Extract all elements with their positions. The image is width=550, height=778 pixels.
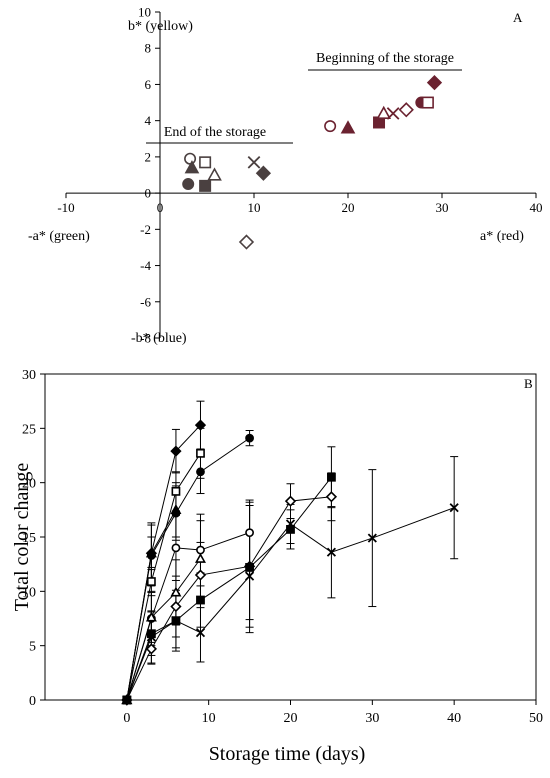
- y-tick-label: -2: [140, 222, 151, 237]
- x-axis-title: Storage time (days): [209, 743, 366, 765]
- y-tick-label: 8: [145, 41, 152, 56]
- data-point-beginning-triangle-open: [376, 105, 392, 120]
- data-point-square-filled: [286, 524, 295, 534]
- x-tick-label: 20: [342, 200, 355, 215]
- panel-b-label: B: [524, 376, 533, 391]
- series-line-square-filled: [126, 476, 332, 701]
- y-tick-label: -4: [140, 258, 151, 273]
- x-tick-label: 30: [436, 200, 449, 215]
- panel-b: B Storage time (days) Total color change…: [11, 368, 543, 765]
- data-point-cross: [146, 632, 156, 642]
- axis-label-green: -a* (green): [28, 229, 90, 244]
- data-point-beginning-diamond-open: [398, 102, 414, 118]
- axis-label-red: a* (red): [480, 229, 524, 244]
- data-point-cross: [171, 616, 181, 626]
- data-point-diamond-open: [170, 600, 182, 613]
- x-tick-label: 40: [530, 200, 543, 215]
- data-point-beginning-triangle-filled: [340, 120, 356, 134]
- data-point-diamond-filled: [194, 419, 207, 431]
- x-tick-label: 10: [248, 200, 261, 215]
- data-point-beginning-diamond-filled: [426, 75, 443, 91]
- x-tick-label: -10: [57, 200, 74, 215]
- data-point-beginning-circle-open: [324, 120, 337, 133]
- data-point-cross: [195, 628, 206, 638]
- data-point-square-open: [171, 486, 181, 496]
- data-point-diamond-open: [325, 491, 338, 503]
- data-point-end-circle-filled: [182, 178, 195, 191]
- x-tick-label: 0: [123, 711, 130, 726]
- data-point-diamond-filled: [170, 445, 182, 457]
- data-point-square-open: [146, 577, 156, 586]
- data-point-triangle-open: [194, 552, 206, 563]
- data-point-beginning-square-open: [421, 96, 434, 109]
- y-tick-label: 20: [22, 477, 36, 492]
- data-point-circle-open: [196, 545, 205, 555]
- data-point-cross: [326, 547, 337, 557]
- axis-label-yellow: b* (yellow): [128, 19, 193, 34]
- x-tick-label: 40: [447, 711, 461, 726]
- x-tick-label: 30: [365, 711, 379, 726]
- y-tick-label: 5: [29, 640, 36, 655]
- data-point-triangle-open: [170, 586, 182, 597]
- data-point-end-diamond-filled: [255, 165, 272, 181]
- y-tick-label: 25: [22, 422, 36, 437]
- data-point-circle-filled: [245, 433, 254, 443]
- y-tick-label: 30: [22, 368, 36, 383]
- data-point-triangle-filled: [170, 504, 182, 514]
- y-tick-label: 10: [138, 5, 151, 20]
- data-point-cross: [244, 571, 255, 581]
- data-point-cross: [122, 695, 132, 705]
- series-line-triangle-open: [126, 558, 201, 701]
- x-tick-label: 20: [284, 711, 298, 726]
- data-point-end-square-filled: [199, 179, 212, 192]
- y-tick-label: 15: [22, 531, 36, 546]
- x-tick-label: 50: [529, 711, 543, 726]
- data-point-end-diamond-open: [238, 234, 255, 250]
- series-line-circle-open: [126, 532, 250, 701]
- data-point-cross: [367, 533, 377, 543]
- y-tick-label: 6: [145, 77, 152, 92]
- data-point-triangle-open: [145, 611, 157, 622]
- data-point-diamond-open: [284, 495, 297, 507]
- x-tick-label: 0: [157, 200, 164, 215]
- y-tick-label: -8: [140, 331, 151, 346]
- data-point-end-cross: [247, 155, 261, 169]
- data-point-square-filled: [245, 563, 254, 572]
- data-point-cross: [285, 519, 296, 529]
- y-tick-label: -6: [140, 294, 151, 309]
- annotation-beginning-of-storage: Beginning of the storage: [316, 51, 454, 66]
- data-point-square-filled: [196, 595, 205, 605]
- panel-a: A b* (yellow) -b* (blue) -a* (green) a* …: [28, 5, 543, 347]
- data-point-end-square-open: [199, 156, 212, 169]
- data-point-end-circle-open: [184, 152, 197, 165]
- y-tick-label: 0: [29, 694, 36, 709]
- y-axis-title: Total color change: [11, 463, 33, 612]
- data-point-cross: [449, 503, 459, 513]
- data-point-diamond-open: [194, 569, 207, 581]
- data-point-circle-filled: [196, 467, 205, 477]
- y-tick-label: 4: [145, 113, 152, 128]
- annotation-end-of-storage: End of the storage: [164, 125, 266, 140]
- data-point-square-open: [196, 448, 205, 458]
- data-point-triangle-filled: [145, 547, 157, 558]
- panel-a-label: A: [513, 10, 523, 25]
- x-tick-label: 10: [202, 711, 216, 726]
- data-point-square-filled: [327, 472, 336, 482]
- y-tick-label: 2: [145, 149, 152, 164]
- data-point-beginning-cross: [386, 107, 400, 120]
- data-point-end-triangle-filled: [184, 160, 200, 174]
- data-point-circle-open: [171, 543, 181, 553]
- data-point-end-triangle-open: [207, 167, 222, 181]
- data-point-circle-open: [245, 528, 254, 538]
- data-point-diamond-open: [145, 643, 158, 655]
- series-line-square-open: [126, 453, 201, 701]
- y-tick-label: 10: [22, 585, 36, 600]
- series-line-diamond-filled: [126, 424, 201, 701]
- y-tick-label: 0: [145, 186, 152, 201]
